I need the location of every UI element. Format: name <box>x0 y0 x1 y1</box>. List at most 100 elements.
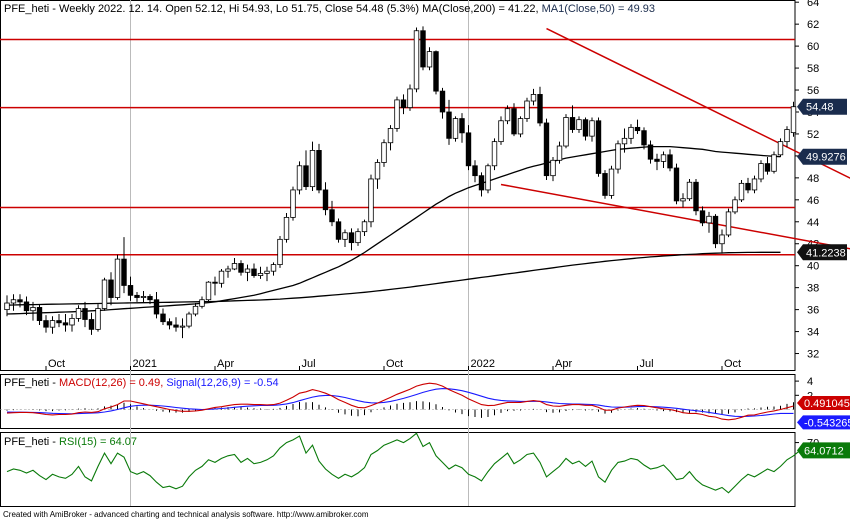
footer-credit: Created with AmiBroker - advanced charti… <box>3 510 369 519</box>
candle-body <box>140 296 147 298</box>
candle-body <box>179 325 186 328</box>
candle-body <box>745 182 751 191</box>
candle-body <box>647 144 654 160</box>
candle-body <box>790 106 797 134</box>
candle-body <box>784 129 790 143</box>
rsi-badge <box>797 442 850 459</box>
candle-body <box>413 30 420 90</box>
candle-body <box>82 308 88 320</box>
y-tick-label: 60 <box>807 41 819 53</box>
candle-body <box>517 118 524 135</box>
candle-body <box>95 308 101 330</box>
candle-body <box>290 189 296 218</box>
candle-body <box>329 209 335 223</box>
x-tick-label: Jul <box>302 358 316 370</box>
candle-body <box>10 299 17 304</box>
candle-body <box>121 258 127 286</box>
candle-body <box>62 322 69 326</box>
candle-body <box>56 320 62 324</box>
candle-body <box>43 320 49 328</box>
y-tick-label: 32 <box>807 349 819 361</box>
candle-body <box>244 268 251 273</box>
candle-body <box>621 137 628 145</box>
price-badge-label: 49.9276 <box>806 152 846 164</box>
candle-body <box>433 51 439 92</box>
candle-body <box>147 296 153 301</box>
candle-body <box>420 30 426 68</box>
macd-badge <box>797 415 850 430</box>
candle-body <box>537 94 543 124</box>
candle-body <box>725 211 732 236</box>
candle-body <box>186 313 192 327</box>
candle-body <box>199 299 205 307</box>
macd-y-tick-label: 4 <box>807 376 813 388</box>
x-tick-label: Apr <box>555 358 572 370</box>
candle-body <box>751 178 758 191</box>
rsi-panel <box>0 432 796 507</box>
candle-body <box>166 321 173 326</box>
candle-body <box>615 143 621 170</box>
macd-title-prefix: PFE_heti - <box>4 377 59 389</box>
candle-body <box>680 198 686 202</box>
candle-body <box>446 111 452 139</box>
candle-body <box>134 294 140 298</box>
candle-body <box>673 167 680 202</box>
candle-body <box>511 108 517 135</box>
rsi-title-prefix: PFE_heti - <box>4 436 59 448</box>
x-tick-label: 2022 <box>471 358 495 370</box>
macd-line <box>6 382 794 421</box>
ma200-legend: MA(Close,200) = 41.22, <box>422 3 542 15</box>
candle-body <box>231 263 238 270</box>
candle-body <box>595 120 602 174</box>
candle-body <box>348 232 355 244</box>
candle-body <box>407 88 413 108</box>
y-tick-label: 58 <box>807 63 819 75</box>
candle-body <box>309 150 316 188</box>
candle-body <box>660 154 667 162</box>
candle-body <box>4 302 10 311</box>
candle-body <box>342 232 348 240</box>
candle-body <box>699 210 706 224</box>
candle-body <box>127 285 134 296</box>
candle-body <box>251 268 257 276</box>
candle-body <box>238 263 244 273</box>
x-tick-label: Oct <box>48 358 65 370</box>
candle-body <box>69 317 75 326</box>
candle-body <box>686 181 693 200</box>
candle-body <box>634 126 641 132</box>
x-tick-label: 2021 <box>133 358 157 370</box>
candle-body <box>777 141 784 156</box>
candle-body <box>394 99 400 129</box>
candle-body <box>732 199 738 213</box>
macd-badge-label: 0.491045 <box>804 398 850 410</box>
candle-body <box>771 154 777 172</box>
candle-body <box>316 150 322 191</box>
ma200-line <box>6 251 781 306</box>
price-panel <box>0 0 796 371</box>
candle-body <box>322 189 329 211</box>
price-badge <box>797 244 847 261</box>
candle-body <box>654 158 660 162</box>
x-tick-label: Jul <box>640 358 654 370</box>
y-tick-label: 56 <box>807 85 819 97</box>
candle-body <box>582 119 589 137</box>
y-tick-label: 36 <box>807 305 819 317</box>
candle-body <box>485 165 491 191</box>
candle-body <box>88 319 95 330</box>
candle-body <box>563 117 569 147</box>
candle-body <box>75 308 82 319</box>
candle-body <box>465 132 472 167</box>
y-tick-label: 40 <box>807 261 819 273</box>
candle-body <box>381 142 387 163</box>
candle-body <box>30 307 36 312</box>
candle-body <box>335 221 342 240</box>
rsi-legend: RSI(15) = 64.07 <box>59 436 137 448</box>
candle-body <box>101 279 108 309</box>
rsi-panel-title: PFE_heti - RSI(15) = 64.07 <box>4 436 137 448</box>
price-panel-title: PFE_heti - Weekly 2022. 12. 14. Open 52.… <box>4 3 655 15</box>
candle-body <box>23 301 30 312</box>
candle-body <box>257 272 264 276</box>
candle-body <box>459 118 465 134</box>
